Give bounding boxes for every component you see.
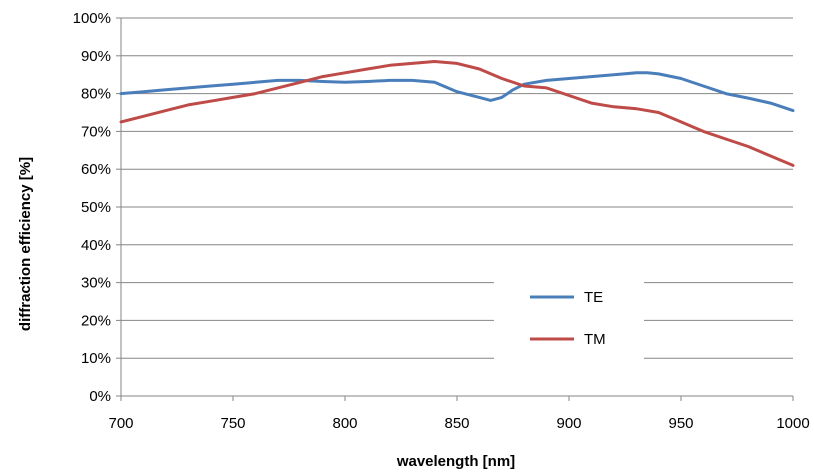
y-tick-label: 90% (81, 48, 111, 65)
y-tick-label: 10% (81, 350, 111, 367)
y-axis-title: diffraction efficiency [%] (17, 157, 34, 331)
x-tick-label: 950 (668, 415, 693, 432)
y-tick-label: 80% (81, 86, 111, 103)
x-axis-title: wavelength [nm] (396, 453, 515, 470)
y-tick-label: 60% (81, 161, 111, 178)
legend-label-te: TE (584, 289, 603, 306)
data-series (119, 60, 795, 167)
legend-background (494, 268, 644, 359)
x-tick-label: 1000 (776, 415, 809, 432)
y-tick-label: 30% (81, 275, 111, 292)
x-tick-label: 900 (556, 415, 581, 432)
y-tick-label: 40% (81, 237, 111, 254)
x-tick-label: 700 (108, 415, 133, 432)
series-line-tm (119, 60, 795, 167)
y-axis-tick-labels: 0% 10% 20% 30% 40% 50% 60% 70% 80% 90% 100% (73, 10, 111, 405)
legend: TE TM (494, 268, 644, 359)
series-line-te (119, 71, 795, 113)
y-tick-label: 50% (81, 199, 111, 216)
x-tick-label: 800 (332, 415, 357, 432)
y-tick-label: 0% (89, 388, 111, 405)
axes (116, 17, 794, 401)
x-axis-tick-labels: 700 750 800 850 900 950 1000 (108, 415, 809, 432)
y-tick-label: 70% (81, 123, 111, 140)
legend-label-tm: TM (584, 331, 606, 348)
y-tick-label: 20% (81, 312, 111, 329)
grid-lines (121, 17, 793, 359)
y-tick-label: 100% (73, 10, 111, 27)
x-tick-label: 750 (220, 415, 245, 432)
x-tick-label: 850 (444, 415, 469, 432)
